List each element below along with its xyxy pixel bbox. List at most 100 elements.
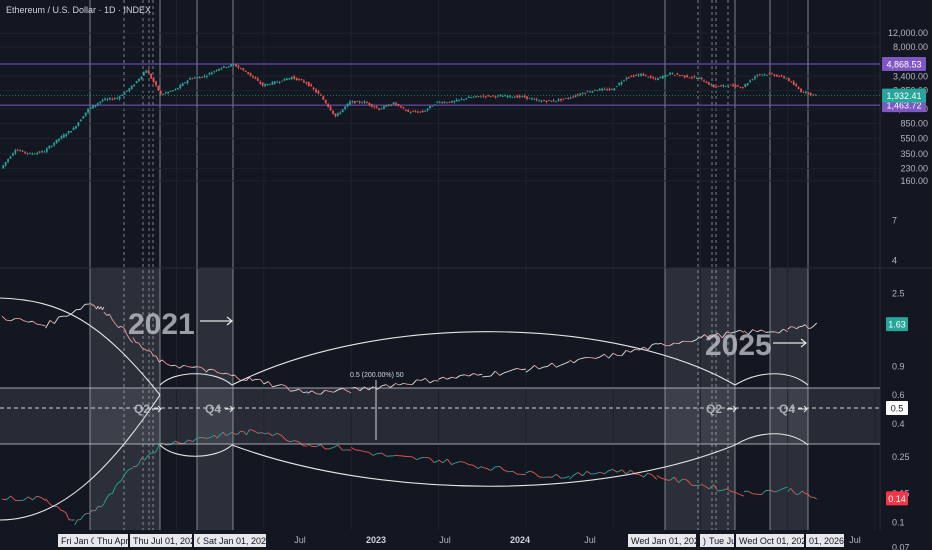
- candle-body: [254, 77, 257, 79]
- candle-body: [266, 83, 269, 86]
- inverse-series-segment: [372, 453, 378, 456]
- ratio-series-segment: [468, 373, 474, 377]
- ratio-series-segment: [708, 335, 714, 340]
- ratio-series-segment: [150, 350, 154, 356]
- candle-body: [215, 70, 218, 72]
- inverse-series-segment: [416, 457, 422, 461]
- inverse-series-segment: [276, 432, 282, 436]
- ratio-series-segment: [630, 348, 636, 353]
- ratio-series-segment: [460, 374, 465, 376]
- y-tick-label: 0.07: [892, 543, 910, 550]
- candle-body: [463, 99, 465, 101]
- date-label: Wed Oct 01, 2025: [739, 536, 811, 546]
- inverse-series-segment: [285, 439, 291, 443]
- quarter-label-q4-2025: Q4: [779, 402, 795, 416]
- inverse-series-segment: [214, 434, 218, 439]
- candle-body: [19, 150, 22, 152]
- ratio-series-segment: [32, 320, 38, 325]
- candle-body: [94, 104, 97, 107]
- candle-body: [184, 82, 186, 84]
- ratio-series-segment: [660, 343, 666, 346]
- inverse-series-segment: [260, 432, 265, 434]
- candle-body: [569, 97, 572, 99]
- candle-body: [700, 77, 703, 80]
- candle-body: [465, 98, 468, 100]
- candle-body: [564, 97, 567, 99]
- candle-body: [324, 99, 327, 104]
- ratio-series-segment: [599, 353, 605, 358]
- inverse-series-segment: [115, 482, 119, 487]
- inverse-series-segment: [551, 473, 557, 478]
- candle-body: [724, 85, 727, 87]
- inverse-series-segment: [333, 444, 339, 448]
- ratio-series-segment: [201, 367, 206, 372]
- candle-body: [802, 91, 805, 93]
- ratio-series-segment: [249, 376, 253, 381]
- inverse-series-segment: [564, 475, 570, 479]
- candle-body: [41, 150, 43, 153]
- highlight-band: [197, 268, 233, 530]
- candle-body: [572, 96, 574, 98]
- candle-body: [349, 101, 351, 105]
- inverse-series-segment: [787, 488, 791, 492]
- candle-body: [172, 90, 174, 92]
- inverse-series-segment: [499, 466, 505, 471]
- x-tick-label: 2024: [510, 535, 530, 545]
- ratio-series-segment: [126, 334, 131, 340]
- candle-body: [261, 82, 264, 86]
- candle-body: [392, 102, 395, 105]
- ratio-series-segment: [717, 332, 723, 339]
- candle-body: [780, 75, 783, 77]
- ratio-series-segment: [316, 393, 321, 395]
- candle-body: [746, 83, 749, 86]
- ratio-series-segment: [551, 362, 557, 368]
- candle-body: [247, 72, 250, 74]
- candle-body: [632, 75, 635, 77]
- candle-body: [60, 136, 63, 139]
- ratio-series-segment: [604, 353, 610, 359]
- candle-body: [705, 82, 708, 84]
- ratio-series-segment: [364, 386, 369, 391]
- ratio-series-segment: [529, 364, 535, 370]
- candle-body: [613, 88, 616, 91]
- candle-body: [31, 153, 34, 155]
- ratio-series-segment: [473, 373, 478, 376]
- candle-body: [358, 101, 361, 103]
- ratio-series-segment: [103, 311, 108, 316]
- ratio-series-segment: [739, 329, 745, 333]
- candle-body: [4, 162, 7, 166]
- inverse-series-segment: [586, 470, 592, 475]
- ratio-series-segment: [54, 316, 60, 324]
- candle-body: [688, 77, 691, 79]
- candle-body: [70, 131, 73, 133]
- inverse-series-segment: [647, 472, 653, 476]
- ratio-series-segment: [647, 344, 653, 350]
- candle-body: [647, 76, 650, 78]
- inverse-series-segment: [337, 444, 343, 451]
- candle-body: [327, 103, 330, 107]
- ratio-series-segment: [267, 381, 273, 388]
- inverse-series-segment: [525, 470, 531, 474]
- candle-body: [58, 138, 60, 141]
- candle-body: [676, 73, 679, 75]
- candle-body: [116, 98, 119, 99]
- candle-body: [448, 101, 451, 103]
- candle-body: [501, 96, 504, 97]
- candle-body: [278, 81, 281, 83]
- curve-2021-upper: [0, 297, 161, 396]
- inverse-series-segment: [569, 474, 575, 480]
- ratio-series-segment: [214, 369, 218, 373]
- inverse-series-segment: [23, 496, 29, 501]
- y-tick-label: 0.4: [892, 419, 905, 429]
- inverse-series-segment: [704, 485, 710, 490]
- ratio-series-segment: [525, 369, 531, 373]
- candle-body: [450, 101, 453, 103]
- inverse-series-segment: [455, 461, 461, 464]
- inverse-series-segment: [595, 471, 601, 475]
- ratio-series-segment: [28, 320, 33, 323]
- inverse-series-segment: [464, 462, 470, 466]
- candle-body: [72, 127, 75, 131]
- ratio-badge: [886, 491, 908, 506]
- candle-body: [375, 106, 378, 108]
